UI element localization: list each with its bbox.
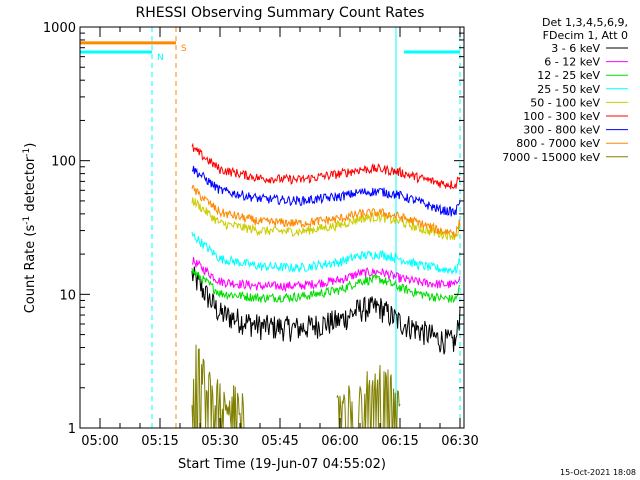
legend-label: 100 - 300 keV [523,110,600,123]
y-tick-label: 1000 [43,21,76,36]
y-tick-label: 1 [68,422,76,437]
legend-label: 800 - 7000 keV [516,137,600,150]
series-6-12-kev [191,256,461,293]
y-tick-label: 100 [51,155,76,170]
legend-header-line-2: FDecim 1, Att 0 [543,29,628,42]
axes: 05:00 05:15 05:30 05:45 06:00 06:15 06:30 1 10 10… [43,21,479,449]
series-50-100-kev [191,197,461,241]
y-axis-label-main: Count Rate (s [23,225,38,314]
series-100-300-kev [191,142,461,191]
chart-title: RHESSI Observing Summary Count Rates [136,5,425,21]
legend-label: 12 - 25 keV [537,69,600,82]
plot-frame [79,26,465,429]
legend-label: 7000 - 15000 keV [502,151,600,164]
legend-header-line-1: Det 1,3,4,5,6,9, [542,16,628,29]
series-300-800-kev [191,165,461,217]
flag-saa-label: S [181,44,187,54]
series-3-6-kev [191,266,461,355]
timestamp: 15-Oct-2021 18:08 [560,468,636,477]
x-tick-label: 06:30 [441,434,478,449]
legend-label: 300 - 800 keV [523,124,600,137]
series-25-50-kev [191,231,461,276]
legend-label: 25 - 50 keV [537,83,600,96]
x-tick-label: 05:00 [81,434,118,449]
legend-label: 3 - 6 keV [551,42,600,55]
x-tick-label: 06:00 [321,434,358,449]
legend-label: 6 - 12 keV [544,56,600,69]
series-12-25-kev [191,268,461,304]
legend: Det 1,3,4,5,6,9, FDecim 1, Att 0 3 - 6 k… [502,16,628,164]
x-tick-label: 06:15 [381,434,418,449]
y-axis-label: Count Rate (s-1 detector-1) [22,143,38,314]
legend-label: 50 - 100 keV [530,96,600,109]
series-800-7000-kev [191,185,461,238]
x-axis-label: Start Time (19-Jun-07 04:55:02) [178,457,386,472]
x-tick-label: 05:15 [141,434,178,449]
y-axis-label-sup1: -1 [22,216,32,225]
x-tick-label: 05:45 [261,434,298,449]
y-axis-label-sup2: -1 [22,148,32,157]
x-tick-label: 05:30 [201,434,238,449]
flag-night-label: N [157,53,164,63]
plot-area: NS [79,27,461,429]
y-tick-label: 10 [59,288,76,303]
y-axis-label-end: ) [23,143,38,148]
y-axis-label-mid: detector [23,156,38,216]
